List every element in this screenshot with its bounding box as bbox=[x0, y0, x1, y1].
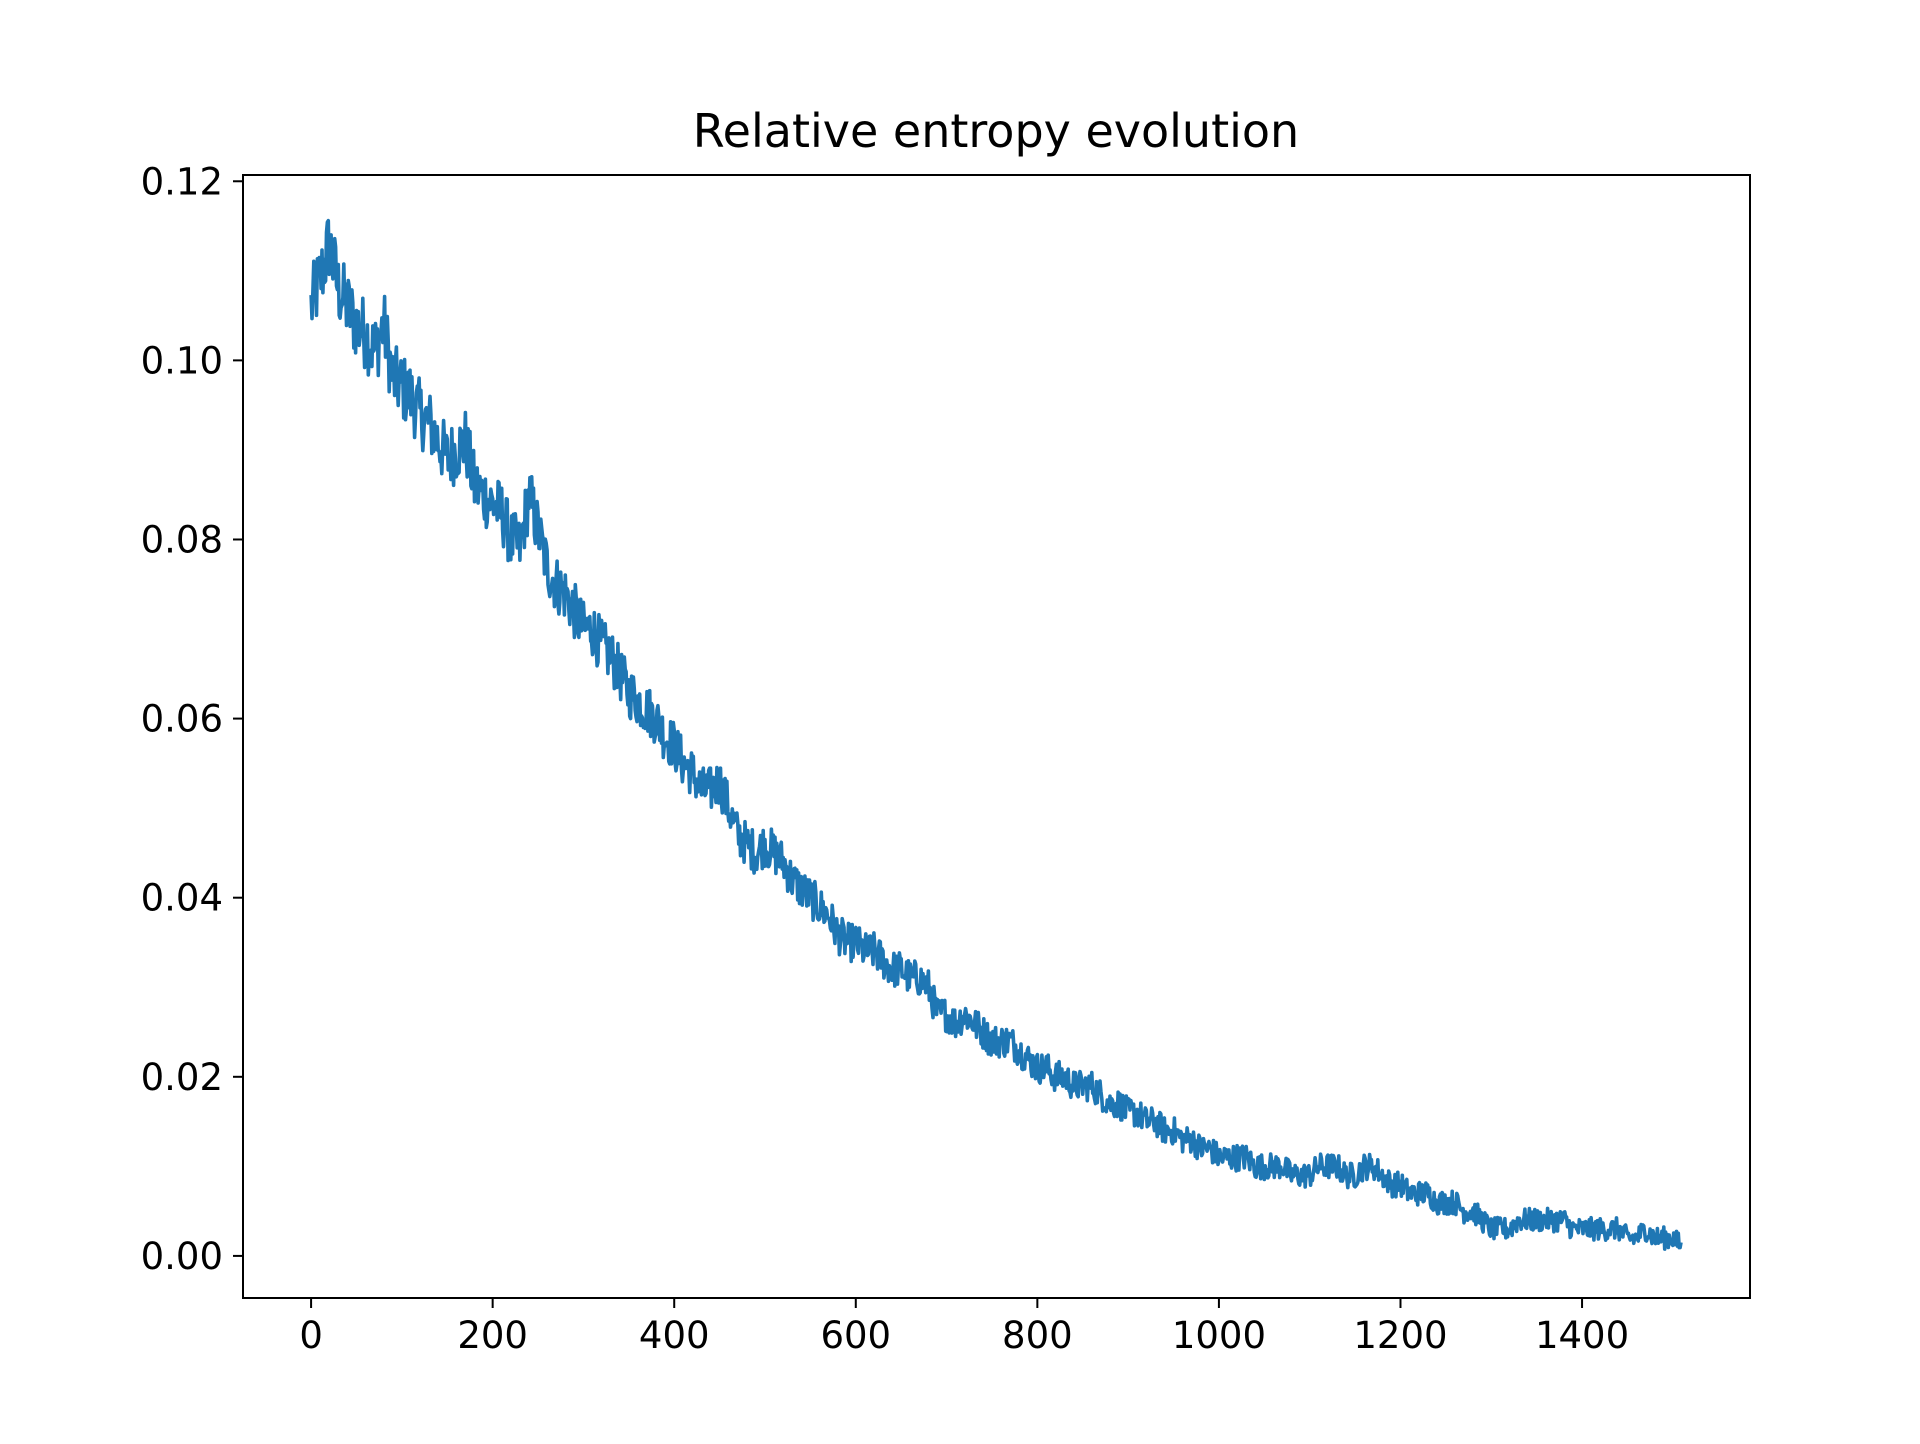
x-tick-label: 600 bbox=[820, 1314, 891, 1357]
x-tick-label: 200 bbox=[457, 1314, 528, 1357]
x-tick-label: 1000 bbox=[1172, 1314, 1266, 1357]
x-tick-label: 0 bbox=[299, 1314, 323, 1357]
y-tick-label: 0.08 bbox=[141, 518, 223, 561]
y-tick-label: 0.04 bbox=[141, 877, 223, 920]
x-tick-label: 800 bbox=[1002, 1314, 1073, 1357]
x-tick-label: 1400 bbox=[1535, 1314, 1629, 1357]
y-tick-label: 0.02 bbox=[141, 1056, 223, 1099]
chart-title: Relative entropy evolution bbox=[693, 104, 1299, 158]
x-tick-label: 400 bbox=[639, 1314, 710, 1357]
x-tick-label: 1200 bbox=[1353, 1314, 1447, 1357]
y-tick-label: 0.06 bbox=[141, 698, 223, 741]
y-tick-label: 0.12 bbox=[141, 160, 223, 203]
y-tick-label: 0.00 bbox=[141, 1235, 223, 1278]
y-tick-label: 0.10 bbox=[141, 339, 223, 382]
